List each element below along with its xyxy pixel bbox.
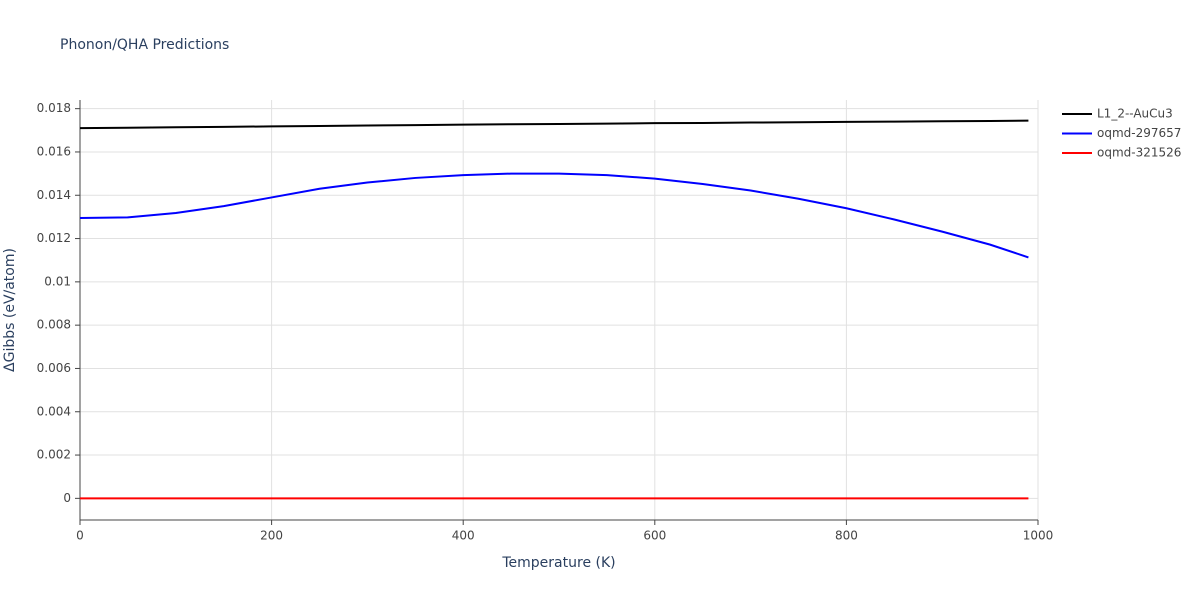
x-tick-label: 800: [835, 529, 858, 543]
y-tick-label: 0.006: [37, 361, 71, 375]
y-tick-label: 0.016: [37, 144, 71, 158]
x-tick-label: 0: [76, 529, 84, 543]
y-tick-label: 0.002: [37, 448, 71, 462]
x-tick-label: 400: [452, 529, 475, 543]
x-tick-label: 200: [260, 529, 283, 543]
chart-title: Phonon/QHA Predictions: [60, 37, 229, 53]
y-tick-label: 0.012: [37, 231, 71, 245]
y-tick-label: 0: [63, 491, 71, 505]
x-axis-title: Temperature (K): [501, 555, 615, 571]
x-tick-label: 1000: [1023, 529, 1054, 543]
series-line: [79, 172, 1029, 259]
y-tick-label: 0.004: [37, 404, 71, 418]
legend-label: oqmd-297657: [1097, 126, 1181, 140]
y-tick-label: 0.01: [44, 274, 71, 288]
y-tick-label: 0.014: [37, 188, 71, 202]
x-tick-label: 600: [643, 529, 666, 543]
legend-label: oqmd-321526: [1097, 146, 1181, 160]
y-tick-label: 0.018: [37, 101, 71, 115]
y-tick-label: 0.008: [37, 318, 71, 332]
series-line: [79, 119, 1029, 130]
legend-label: L1_2--AuCu3: [1097, 107, 1173, 121]
y-axis-title: ΔGibbs (eV/atom): [2, 248, 18, 372]
